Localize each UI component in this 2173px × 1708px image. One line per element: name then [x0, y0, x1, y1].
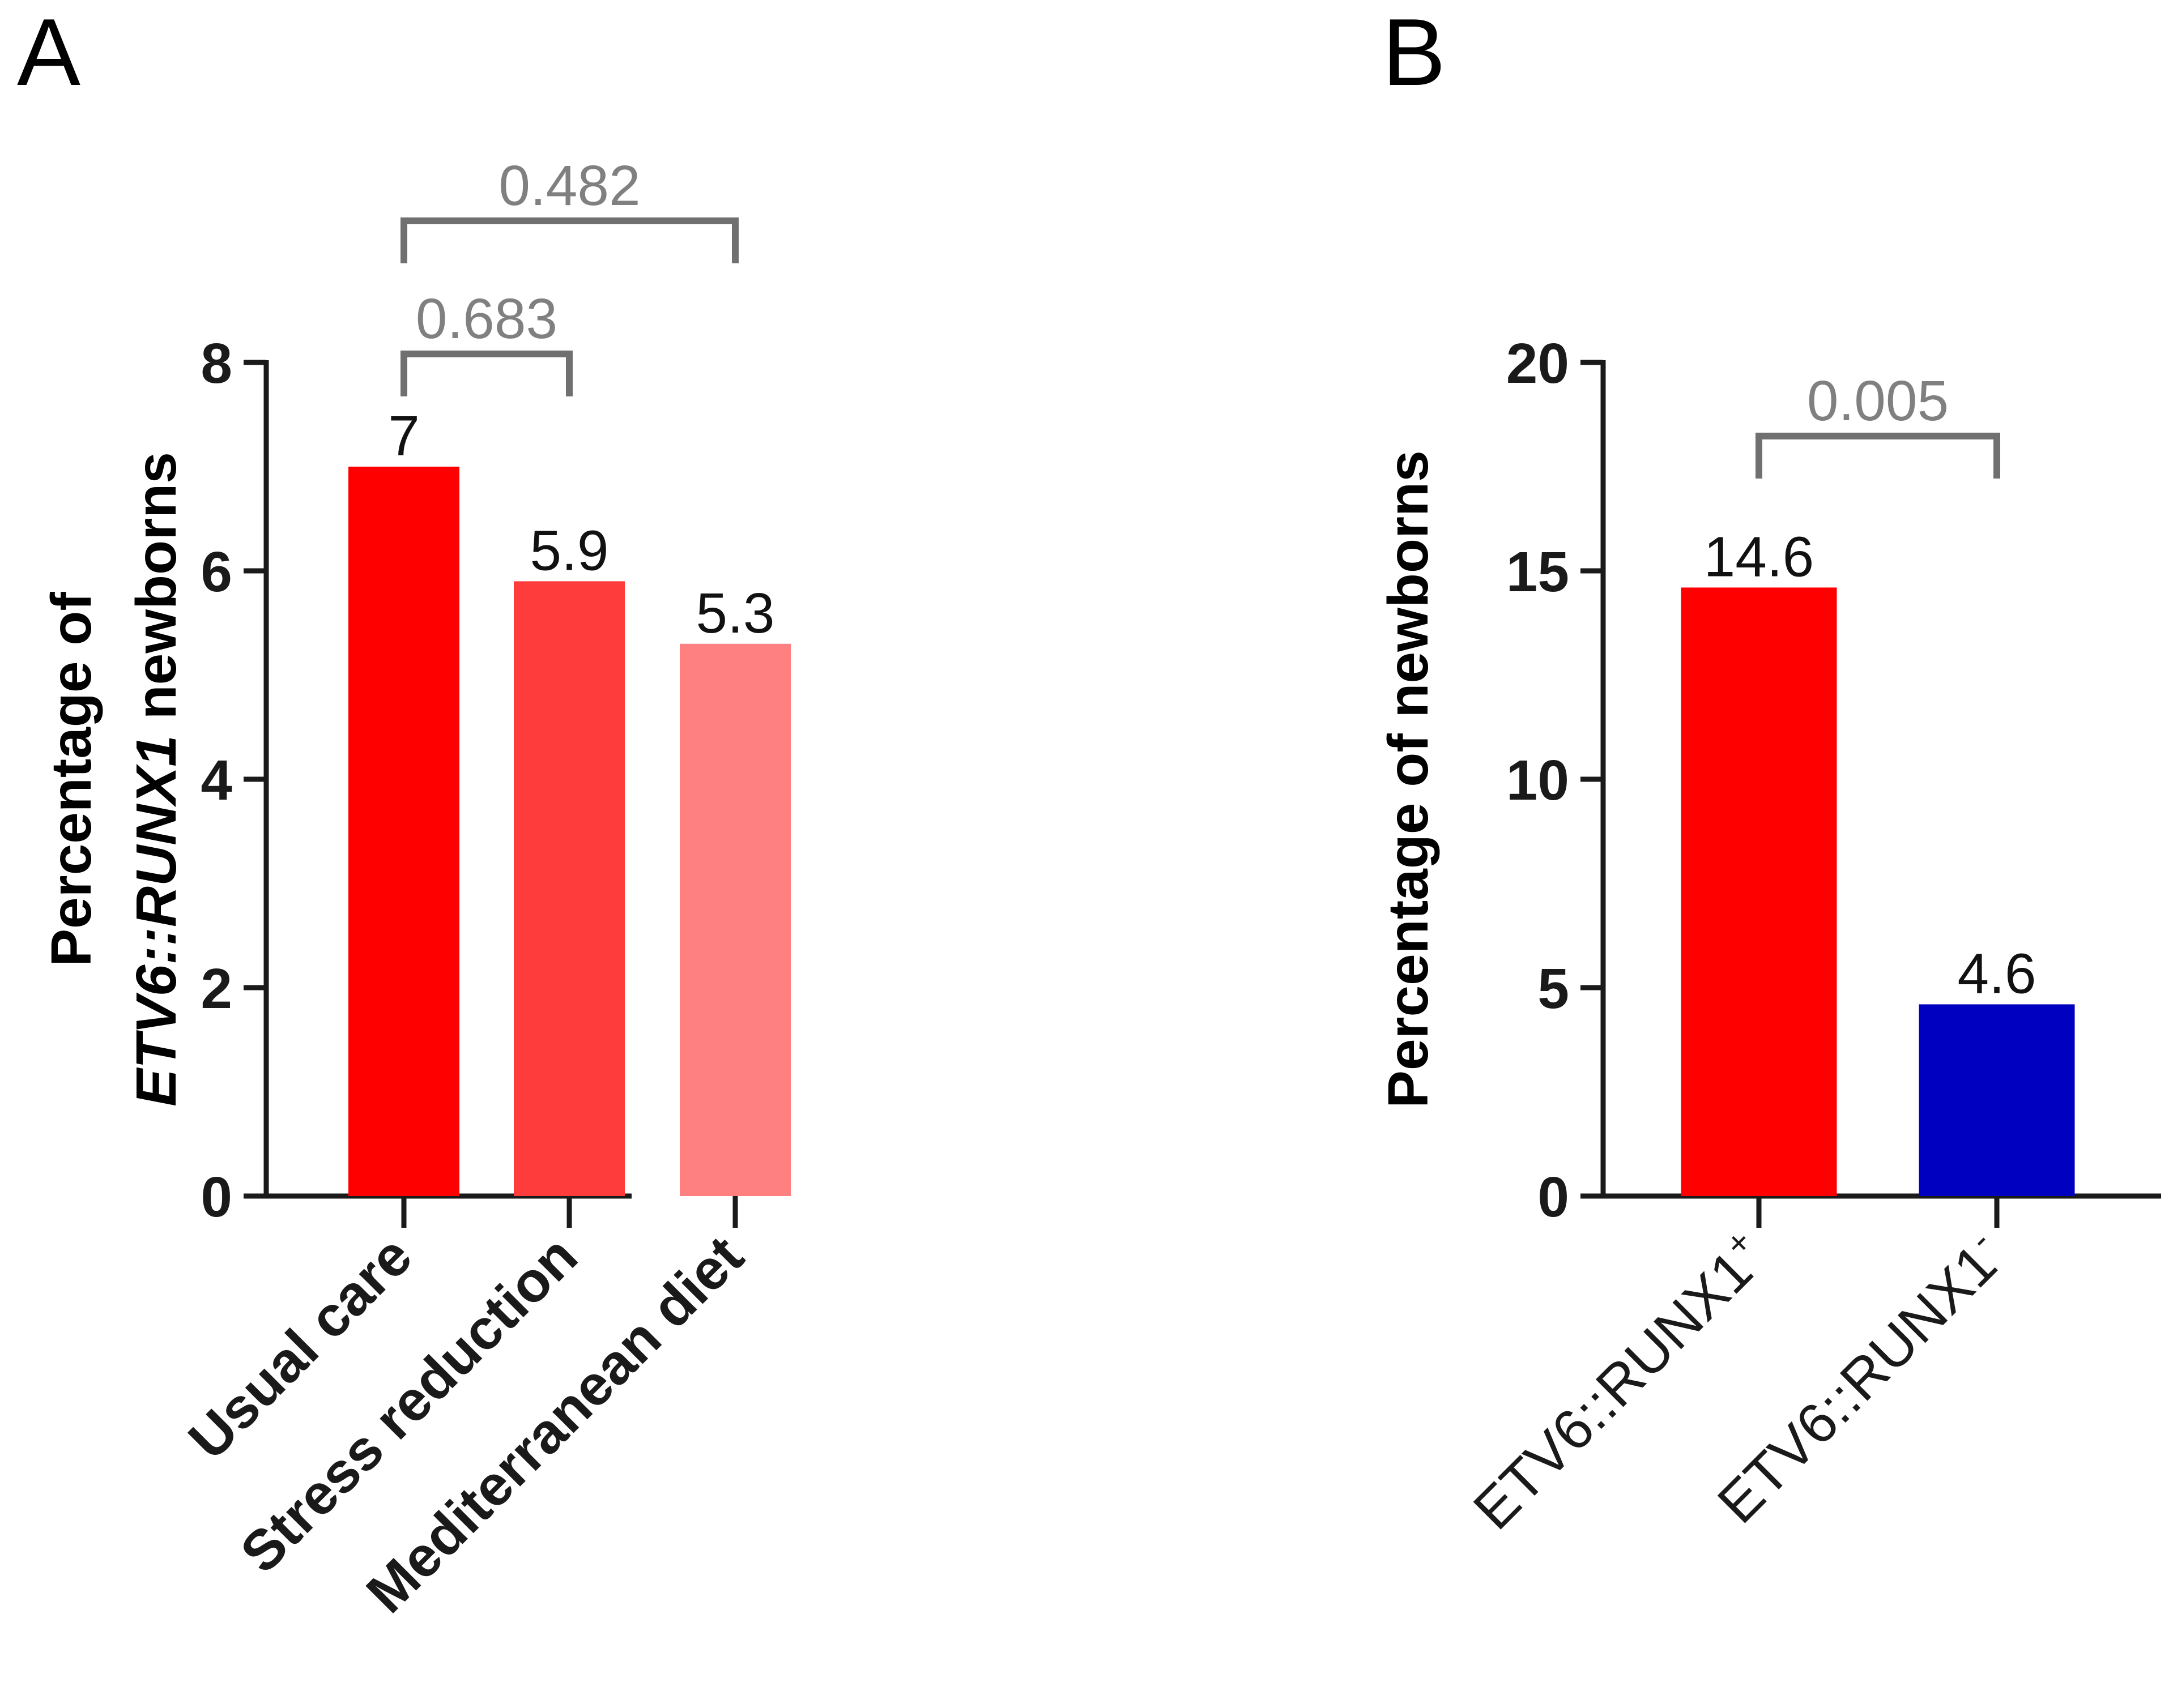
- y-tick-label: 20: [1506, 332, 1569, 395]
- panel-label: B: [1382, 0, 1446, 105]
- y-axis-title: ETV6::RUNX1 newborns: [125, 452, 188, 1107]
- chart-panel-b: B0510152014.6ETV6::RUNX1+4.6ETV6::RUNX1-…: [1377, 0, 2161, 1542]
- data-label: 5.9: [530, 519, 608, 582]
- data-label: 14.6: [1704, 525, 1814, 588]
- panel-label: A: [17, 0, 80, 105]
- x-tick-label: ETV6::RUNX1-: [1703, 1222, 2017, 1535]
- significance-bracket: [400, 217, 739, 263]
- y-axis-title: Percentage of newborns: [1377, 450, 1440, 1108]
- y-tick-label: 15: [1506, 540, 1569, 604]
- bar: [1919, 1004, 2075, 1196]
- bar: [514, 581, 625, 1196]
- data-label: 4.6: [1957, 942, 2036, 1005]
- p-value-label: 0.683: [416, 287, 557, 351]
- significance-bracket: [1756, 433, 2000, 479]
- bar: [680, 643, 791, 1196]
- bar: [1681, 587, 1837, 1196]
- y-tick-label: 5: [1537, 957, 1569, 1020]
- y-tick-label: 0: [1537, 1165, 1569, 1229]
- data-label: 7: [388, 404, 420, 468]
- y-tick-label: 8: [201, 332, 232, 395]
- significance-bracket: [400, 351, 573, 396]
- y-tick-label: 4: [201, 749, 232, 812]
- p-value-label: 0.005: [1807, 369, 1949, 433]
- y-tick-label: 2: [201, 957, 232, 1020]
- y-tick-label: 10: [1506, 749, 1569, 812]
- y-tick-label: 0: [201, 1165, 232, 1229]
- p-value-label: 0.482: [498, 154, 640, 217]
- y-axis-title: Percentage of: [40, 592, 103, 967]
- bar: [348, 467, 459, 1196]
- y-tick-label: 6: [201, 540, 232, 604]
- data-label: 5.3: [696, 582, 774, 645]
